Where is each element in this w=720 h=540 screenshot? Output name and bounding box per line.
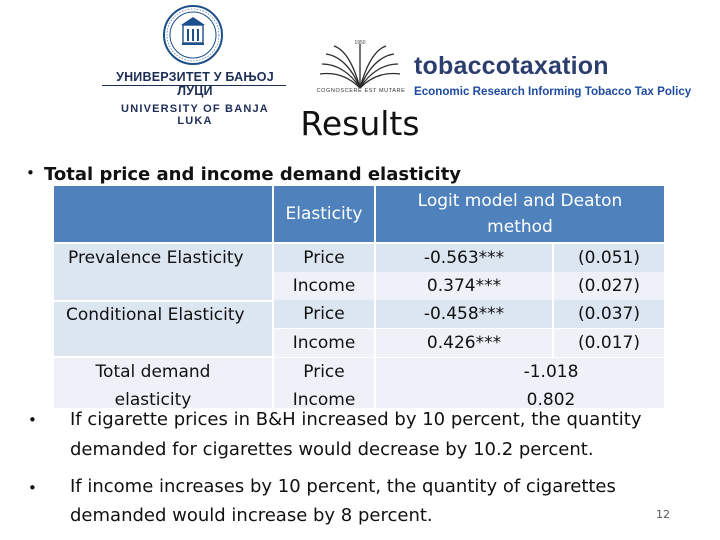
table-row: Price — [274, 244, 374, 272]
table-header-blank — [54, 186, 272, 242]
table-row: -1.018 — [376, 358, 664, 386]
conditional-price-se: (0.037) — [578, 304, 640, 324]
table-header-model-line2: method — [487, 217, 553, 237]
table-row: (0.051) — [554, 244, 664, 272]
table-row: Income — [274, 386, 374, 410]
total-demand-label-line2: elasticity — [114, 390, 192, 410]
prevalence-income-se: (0.027) — [578, 276, 640, 296]
prevalence-elasticity-label: Prevalence Elasticity — [68, 248, 244, 268]
bullet-marker: • — [26, 164, 35, 182]
prevalence-income-estimate: 0.374*** — [426, 276, 502, 296]
table-row-label-conditional: Conditional Elasticity — [54, 302, 272, 356]
total-price-type: Price — [303, 362, 345, 382]
university-name: УНИВЕРЗИТЕТ У БАЊОЈ ЛУЦИ UNIVERSITY OF B… — [102, 70, 288, 127]
prevalence-price-type: Price — [303, 248, 345, 268]
table-row-label-total: Total demand elasticity — [54, 358, 272, 410]
conditional-income-se: (0.017) — [578, 333, 640, 353]
bullet-income-line1: If income increases by 10 percent, the q… — [70, 476, 616, 497]
svg-text:1950: 1950 — [354, 40, 365, 46]
table-header-model: Logit model and Deaton method — [376, 186, 664, 242]
prevalence-price-estimate: -0.563*** — [423, 248, 505, 268]
total-income-type: Income — [292, 390, 356, 410]
table-row: (0.027) — [554, 272, 664, 300]
bullet-main: Total price and income demand elasticity — [44, 164, 462, 185]
table-row: (0.037) — [554, 300, 664, 328]
conditional-elasticity-label: Conditional Elasticity — [66, 305, 245, 325]
table-row: (0.017) — [554, 329, 664, 357]
table-row-label-prevalence: Prevalence Elasticity — [54, 244, 272, 300]
table-row: Income — [274, 272, 374, 300]
conditional-price-type: Price — [303, 304, 345, 324]
table-row: Income — [274, 329, 374, 357]
university-seal-icon — [163, 5, 223, 65]
prevalence-price-se: (0.051) — [578, 248, 640, 268]
university-name-latin: UNIVERSITY OF BANJA LUKA — [121, 103, 269, 127]
page-number: 12 — [656, 508, 670, 521]
bullet-marker: • — [28, 411, 37, 429]
tobaccotaxation-logo-text: tobaccotaxation — [414, 52, 609, 80]
open-book-emblem-icon: 1950 — [319, 40, 401, 89]
table-row: Price — [274, 300, 374, 328]
total-income-estimate: 0.802 — [526, 390, 576, 410]
total-demand-label-line1: Total demand — [95, 362, 211, 382]
bullet-marker: • — [28, 479, 37, 497]
bullet-price-line1: If cigarette prices in B&H increased by … — [70, 409, 642, 430]
table-row: -0.458*** — [376, 300, 552, 328]
tobaccotaxation-motto: COGNOSCERE EST MUTARE — [316, 88, 406, 94]
bullet-price-line2: demanded for cigarettes would decrease b… — [70, 439, 594, 460]
conditional-income-estimate: 0.426*** — [426, 333, 502, 353]
table-header-model-line1: Logit model and Deaton — [417, 191, 623, 211]
conditional-income-type: Income — [292, 333, 356, 353]
prevalence-income-type: Income — [292, 276, 356, 296]
tobaccotaxation-tagline: Economic Research Informing Tobacco Tax … — [414, 85, 692, 98]
table-row: -0.563*** — [376, 244, 552, 272]
total-price-estimate: -1.018 — [523, 362, 579, 382]
bullet-income-line2: demanded would increase by 8 percent. — [70, 505, 433, 526]
conditional-price-estimate: -0.458*** — [423, 304, 505, 324]
university-name-cyrillic: УНИВЕРЗИТЕТ У БАЊОЈ ЛУЦИ — [116, 70, 274, 98]
table-header-elasticity: Elasticity — [274, 186, 374, 242]
table-row: Price — [274, 358, 374, 386]
table-row: 0.802 — [376, 386, 664, 410]
slide-title: Results — [300, 104, 420, 143]
table-row: 0.426*** — [376, 329, 552, 357]
university-divider — [102, 85, 286, 86]
table-row: 0.374*** — [376, 272, 552, 300]
table-header-elasticity-label: Elasticity — [285, 204, 363, 224]
